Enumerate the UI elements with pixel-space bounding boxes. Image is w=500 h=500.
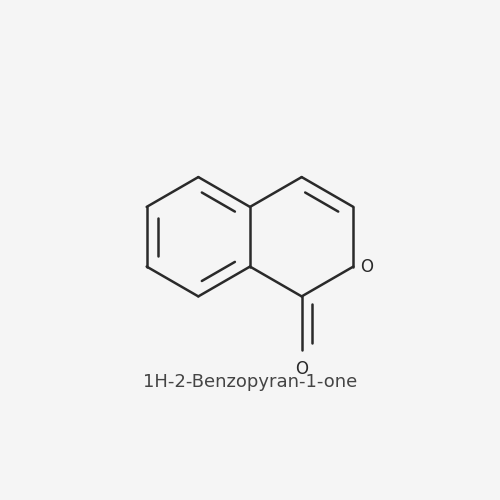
Text: 1H-2-Benzopyran-1-one: 1H-2-Benzopyran-1-one	[143, 372, 357, 390]
Text: O: O	[295, 360, 308, 378]
Text: O: O	[360, 258, 373, 276]
